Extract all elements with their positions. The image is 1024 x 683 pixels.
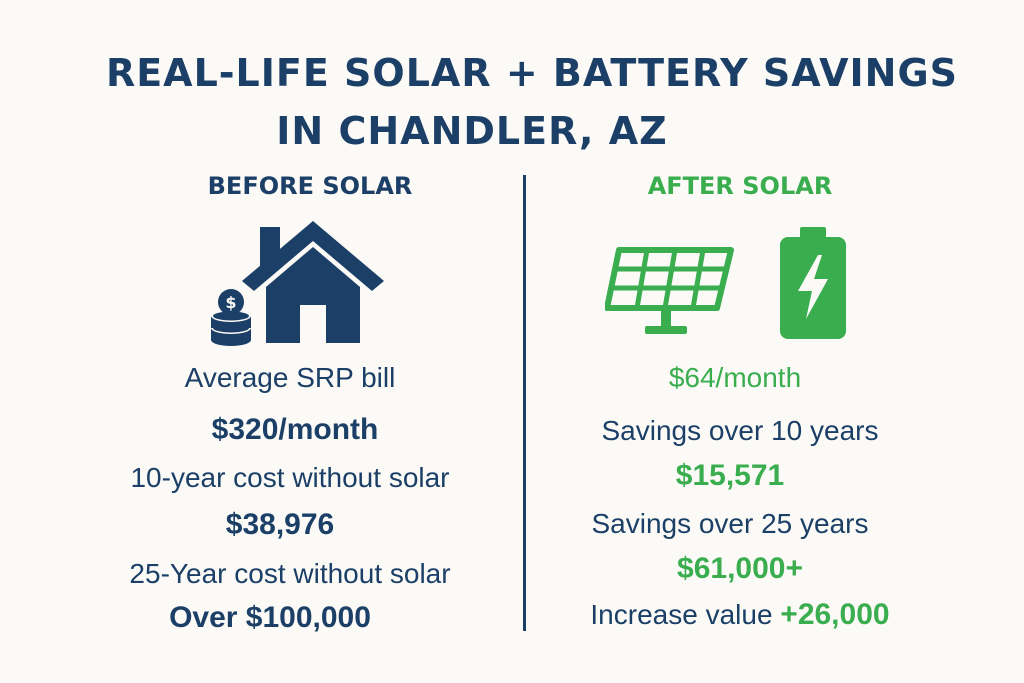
after-twentyfive-value: $61,000+ (677, 552, 803, 585)
title-line-2: IN CHANDLER, AZ (276, 109, 668, 153)
page-title: REAL-LIFE SOLAR + BATTERY SAVINGS IN CHA… (0, 44, 1024, 160)
before-twentyfive-label: 25-Year cost without solar (129, 558, 451, 589)
house-icon (242, 221, 384, 343)
before-bill-label: Average SRP bill (184, 362, 396, 393)
solar-panel-icon (605, 247, 734, 334)
after-twentyfive-label: Savings over 25 years (591, 508, 869, 539)
after-ten-year-value: $15,571 (675, 459, 785, 492)
battery-bolt-icon (780, 227, 846, 339)
increase-value-label: Increase value (590, 599, 773, 630)
coins-dollar-icon: $ (211, 289, 251, 346)
increase-value-amount: +26,000 (780, 598, 890, 631)
before-bill-value: $320/month (211, 413, 379, 446)
after-bill-value: $64/month (668, 362, 802, 393)
before-solar-heading: BEFORE SOLAR (207, 172, 413, 200)
column-divider (523, 175, 526, 631)
increase-value-row: Increase value +26,000 (545, 598, 935, 632)
before-ten-year-label: 10-year cost without solar (130, 462, 450, 493)
svg-text:$: $ (225, 293, 236, 312)
after-solar-heading: AFTER SOLAR (647, 172, 833, 200)
before-ten-year-value: $38,976 (225, 508, 335, 541)
after-ten-year-label: Savings over 10 years (601, 415, 879, 446)
before-twentyfive-value: Over $100,000 (169, 601, 371, 634)
title-line-1: REAL-LIFE SOLAR + BATTERY SAVINGS (105, 51, 959, 95)
